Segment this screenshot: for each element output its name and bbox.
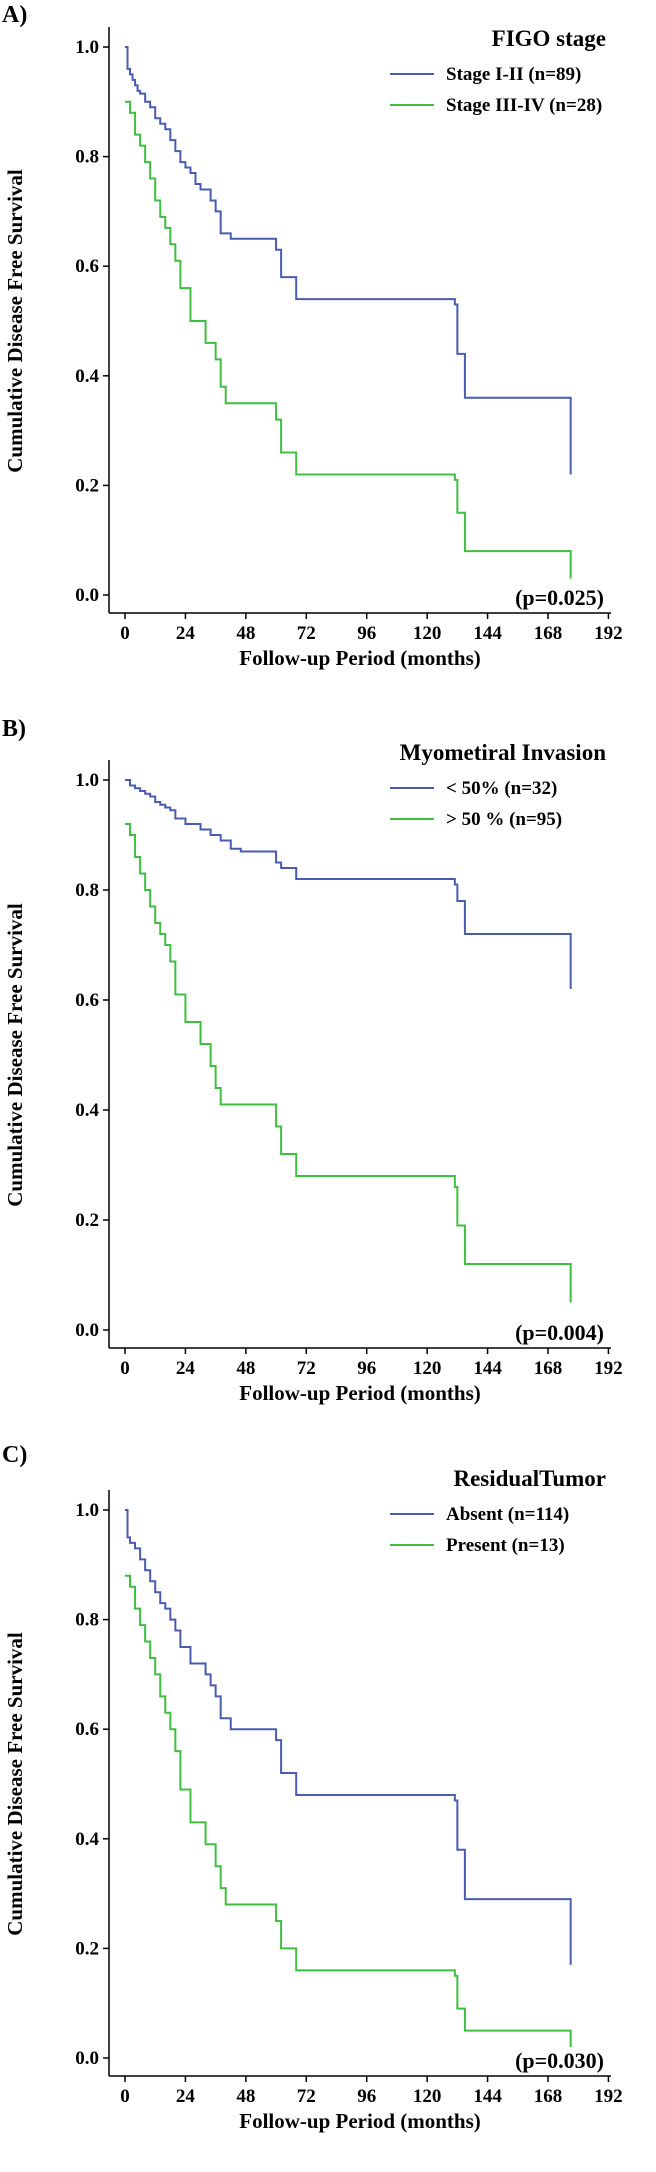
survival-curve-group-1 [125, 46, 572, 475]
legend-entry: Stage III-IV (n=28) [446, 95, 602, 116]
panel-c: C) 0.0 0.2 0.4 0.6 0.8 1.0 0 24 48 72 96 120 144 168 19… [2, 1442, 623, 2133]
y-tick-label: 0.2 [75, 475, 99, 496]
x-tick-label: 144 [473, 623, 502, 644]
x-tick-label: 192 [594, 623, 623, 644]
x-axis-title: Follow-up Period (months) [239, 1381, 481, 1405]
p-value-label: (p=0.030) [515, 2048, 604, 2073]
y-tick-label: 0.4 [75, 366, 99, 387]
y-tick-label: 0.0 [75, 585, 99, 606]
survival-curve-group-2 [125, 1574, 572, 2048]
y-tick-label: 1.0 [75, 37, 99, 58]
survival-curve-group-2 [125, 823, 572, 1303]
x-tick-label: 24 [176, 2086, 196, 2107]
y-axis-title: Cumulative Disease Free Survival [3, 1632, 27, 1936]
panel-label: C) [2, 1442, 27, 1468]
p-value-label: (p=0.025) [515, 585, 604, 610]
legend-entry: Stage I-II (n=89) [446, 64, 581, 85]
panel-label: A) [2, 2, 27, 28]
y-tick-label: 0.8 [75, 880, 99, 901]
x-tick-label: 120 [413, 2086, 442, 2107]
x-axis-title: Follow-up Period (months) [239, 2109, 481, 2133]
legend-title: Myometiral Invasion [400, 740, 607, 765]
x-tick-label: 0 [120, 623, 130, 644]
y-tick-label: 0.2 [75, 1210, 99, 1231]
y-tick-label: 0.8 [75, 1610, 99, 1631]
x-tick-label: 192 [594, 2086, 623, 2107]
x-tick-label: 24 [176, 1358, 196, 1379]
panel-label: B) [2, 716, 26, 742]
x-tick-label: 192 [594, 1358, 623, 1379]
p-value-label: (p=0.004) [515, 1320, 604, 1345]
x-tick-label: 144 [473, 1358, 502, 1379]
survival-curve-group-1 [125, 1509, 572, 1965]
y-tick-label: 0.4 [75, 1100, 99, 1121]
y-tick-label: 0.0 [75, 1320, 99, 1341]
x-tick-label: 168 [534, 623, 563, 644]
y-tick-label: 0.6 [75, 256, 99, 277]
x-tick-label: 48 [236, 623, 255, 644]
y-tick-label: 0.6 [75, 1719, 99, 1740]
y-tick-label: 1.0 [75, 770, 99, 791]
y-axis-title: Cumulative Disease Free Survival [3, 903, 27, 1207]
y-tick-label: 0.8 [75, 147, 99, 168]
legend-entry: < 50% (n=32) [446, 778, 557, 799]
x-tick-label: 144 [473, 2086, 502, 2107]
x-tick-label: 72 [297, 2086, 316, 2107]
x-tick-label: 168 [534, 2086, 563, 2107]
survival-curve-group-2 [125, 100, 572, 579]
legend-title: ResidualTumor [453, 1466, 606, 1491]
x-tick-label: 72 [297, 1358, 316, 1379]
y-tick-label: 1.0 [75, 1500, 99, 1521]
legend-title: FIGO stage [492, 26, 606, 51]
x-tick-label: 120 [413, 1358, 442, 1379]
x-tick-label: 0 [120, 2086, 130, 2107]
y-tick-label: 0.2 [75, 1938, 99, 1959]
legend-entry: > 50 % (n=95) [446, 809, 562, 830]
panel-b: B) 0.0 0.2 0.4 0.6 0.8 1.0 0 24 48 72 96 120 144 168 19… [2, 716, 623, 1405]
x-tick-label: 96 [357, 1358, 376, 1379]
y-tick-label: 0.0 [75, 2048, 99, 2069]
x-tick-label: 96 [357, 2086, 376, 2107]
x-tick-label: 72 [297, 623, 316, 644]
x-tick-label: 168 [534, 1358, 563, 1379]
legend-entry: Absent (n=114) [446, 1504, 569, 1525]
x-tick-label: 48 [236, 1358, 255, 1379]
y-tick-label: 0.4 [75, 1829, 99, 1850]
x-axis-title: Follow-up Period (months) [239, 646, 481, 670]
x-tick-label: 24 [176, 623, 196, 644]
x-tick-label: 96 [357, 623, 376, 644]
x-tick-label: 0 [120, 1358, 130, 1379]
x-tick-label: 48 [236, 2086, 255, 2107]
survival-curve-group-1 [125, 779, 572, 989]
y-tick-label: 0.6 [75, 990, 99, 1011]
y-axis-title: Cumulative Disease Free Survival [3, 169, 27, 473]
legend-entry: Present (n=13) [446, 1535, 565, 1556]
x-tick-label: 120 [413, 623, 442, 644]
panel-a: A) 0.0 0.2 0.4 0.6 0.8 1.0 0 24 48 72 96 120 144 168 19… [2, 2, 623, 670]
